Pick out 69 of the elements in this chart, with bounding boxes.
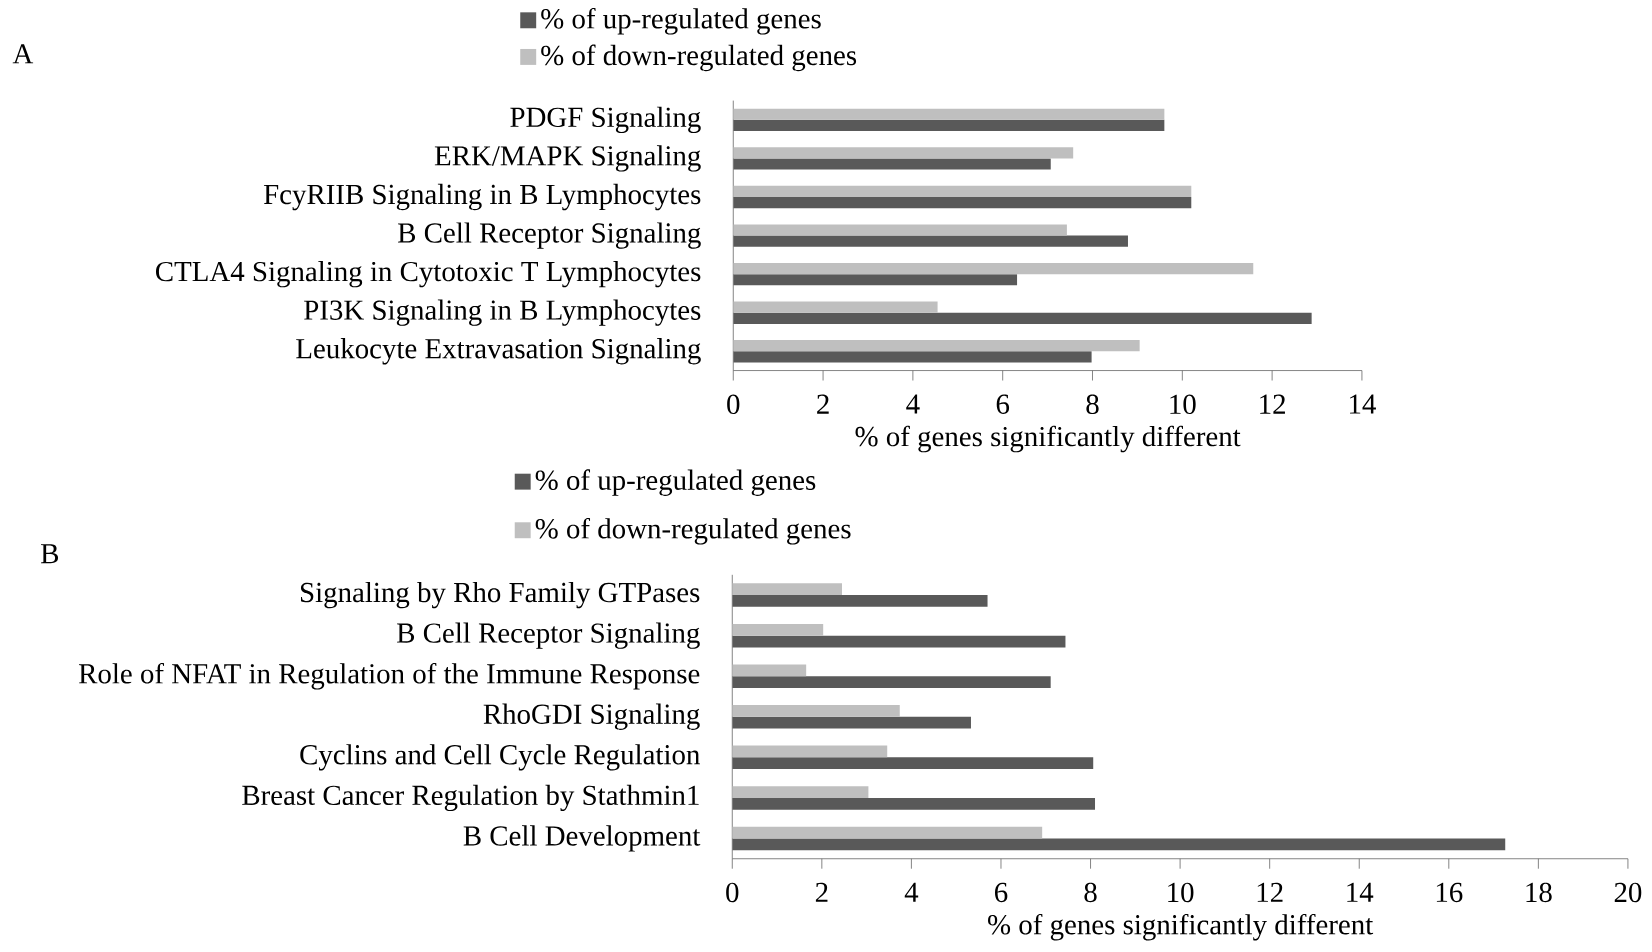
bar bbox=[732, 583, 842, 595]
text: B bbox=[40, 544, 59, 564]
bar bbox=[733, 312, 1312, 324]
bar bbox=[732, 716, 971, 729]
bar bbox=[733, 339, 1140, 352]
x-tick-label: 0 bbox=[726, 882, 739, 903]
x-tick-label: 14 bbox=[1350, 394, 1376, 414]
bar bbox=[733, 119, 1165, 131]
legend-label: % of down-regulated genes bbox=[541, 44, 857, 71]
bar bbox=[732, 676, 1051, 688]
x-tick-label: 0 bbox=[727, 394, 740, 414]
bar bbox=[733, 147, 1074, 159]
y-tick-label: ERK/MAPK Signaling bbox=[434, 145, 701, 172]
bar bbox=[733, 108, 1165, 120]
bar bbox=[733, 158, 1051, 170]
x-tick-label: 10 bbox=[1168, 882, 1194, 903]
x-tick-label: 8 bbox=[1086, 394, 1099, 414]
y-tick-label: CTLA4 Signaling in Cytotoxic T Lymphocytes bbox=[155, 260, 701, 288]
legend-label: % of up-regulated genes bbox=[541, 7, 821, 35]
bar bbox=[733, 273, 1018, 286]
bar bbox=[732, 594, 988, 607]
x-tick-label: 4 bbox=[906, 394, 920, 414]
x-tick-label: 14 bbox=[1347, 882, 1374, 902]
text: A bbox=[12, 44, 34, 64]
x-axis-title: % of genes significantly different bbox=[988, 913, 1374, 941]
y-tick-label: B Cell Development bbox=[463, 825, 701, 852]
x-tick-label: 2 bbox=[815, 882, 828, 902]
bar bbox=[732, 704, 900, 717]
bar bbox=[733, 185, 1192, 197]
y-tick-label: B Cell Receptor Signaling bbox=[397, 622, 700, 649]
bar bbox=[732, 664, 807, 677]
y-tick-label: FcyRIIB Signaling in B Lymphocytes bbox=[263, 183, 701, 210]
x-tick-label: 12 bbox=[1257, 882, 1283, 902]
x-tick-label: 4 bbox=[904, 882, 919, 902]
x-tick-label: 6 bbox=[996, 394, 1010, 414]
x-tick-label: 8 bbox=[1084, 882, 1097, 903]
bar bbox=[733, 301, 938, 313]
bar bbox=[733, 196, 1192, 208]
bar bbox=[732, 797, 1096, 810]
y-tick-label: Leukocyte Extravasation Signaling bbox=[296, 337, 701, 365]
y-tick-label: Role of NFAT in Regulation of the Immune Response bbox=[79, 662, 700, 690]
y-tick-label: Cyclins and Cell Cycle Regulation bbox=[300, 743, 700, 771]
bar bbox=[732, 623, 824, 636]
bar bbox=[732, 745, 888, 758]
bar bbox=[733, 351, 1092, 363]
x-tick-label: 2 bbox=[817, 394, 829, 414]
y-tick-label: PDGF Signaling bbox=[510, 106, 701, 133]
y-tick-label: PI3K Signaling in B Lymphocytes bbox=[304, 299, 701, 326]
x-tick-label: 16 bbox=[1436, 882, 1463, 902]
bar bbox=[732, 826, 1043, 839]
x-tick-label: 20 bbox=[1614, 882, 1642, 903]
x-tick-label: 12 bbox=[1260, 394, 1285, 414]
legend-label: % of down-regulated genes bbox=[535, 517, 851, 545]
y-tick-label: B Cell Receptor Signaling bbox=[398, 222, 701, 249]
bar bbox=[733, 262, 1254, 274]
bar bbox=[732, 785, 869, 798]
bar bbox=[733, 224, 1067, 236]
bar bbox=[732, 838, 1506, 851]
y-tick-label: RhoGDI Signaling bbox=[483, 703, 700, 730]
x-tick-label: 6 bbox=[995, 882, 1008, 902]
bar bbox=[732, 757, 1094, 769]
legend-label: % of up-regulated genes bbox=[535, 469, 816, 496]
y-tick-label: Signaling by Rho Family GTPases bbox=[300, 581, 700, 609]
bar bbox=[733, 235, 1128, 247]
x-tick-label: 18 bbox=[1526, 882, 1552, 903]
bar bbox=[732, 635, 1066, 648]
x-tick-label: 10 bbox=[1170, 394, 1196, 414]
y-tick-label: Breast Cancer Regulation by Stathmin1 bbox=[242, 784, 699, 811]
x-axis-title: % of genes significantly different bbox=[855, 425, 1241, 453]
